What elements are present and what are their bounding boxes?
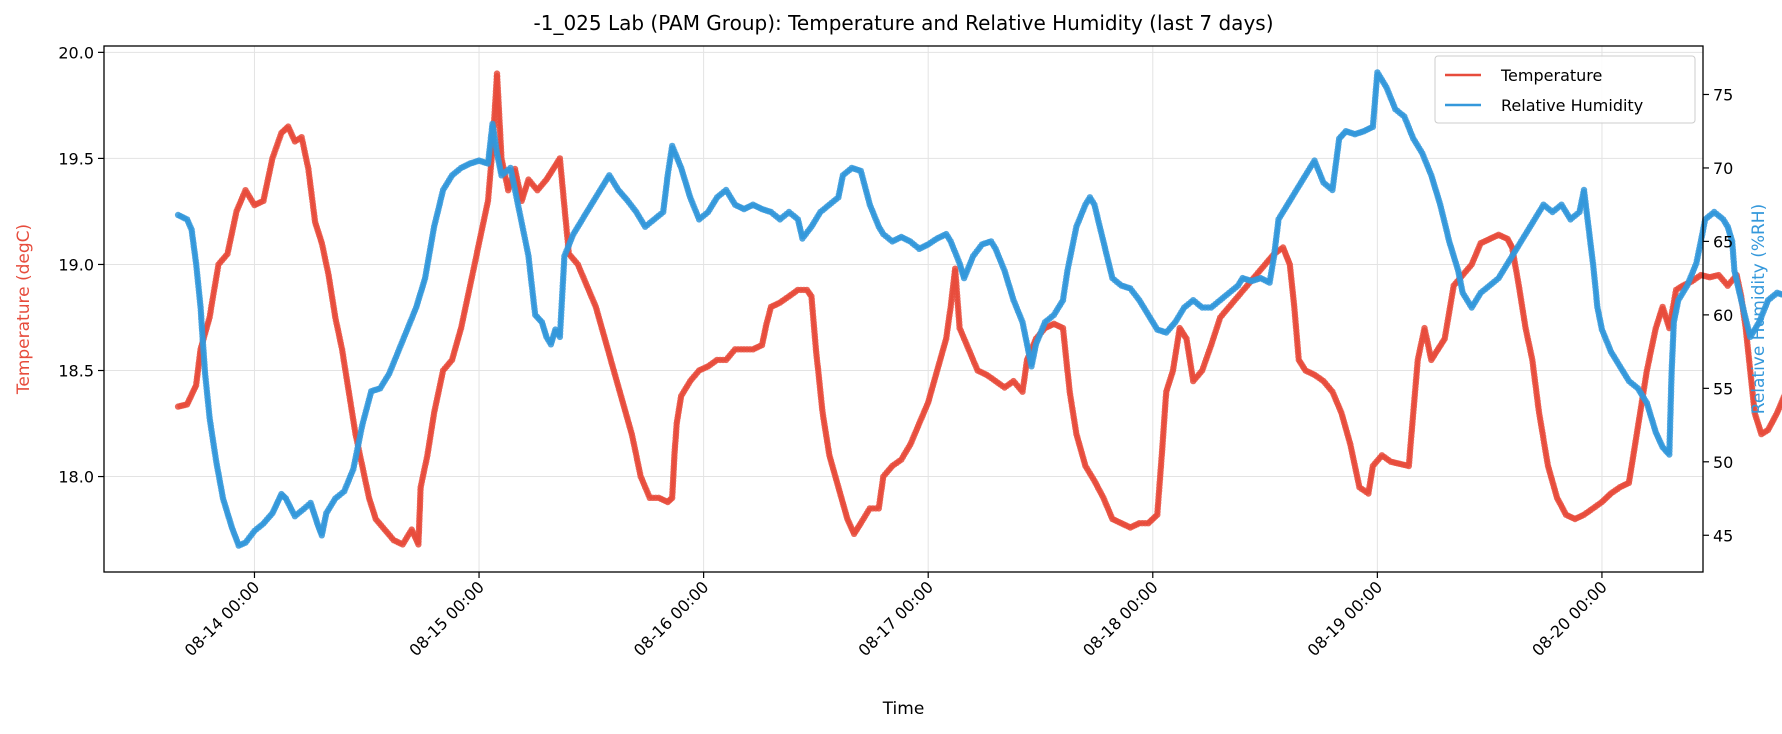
series-layer (174, 69, 1782, 549)
y-right-tick-label: 50 (1713, 453, 1733, 472)
legend-label-relative-humidity: Relative Humidity (1501, 96, 1643, 115)
series-temperature (174, 70, 1782, 548)
y-right-tick-label: 55 (1713, 379, 1733, 398)
y-left-tick-label: 18.0 (58, 468, 94, 487)
y-right-tick-label: 60 (1713, 306, 1733, 325)
chart-title: -1_025 Lab (PAM Group): Temperature and … (534, 11, 1274, 35)
y-left-tick-label: 19.5 (58, 149, 94, 168)
series-relative-humidity (174, 69, 1782, 549)
y-axis-right: 45 50 55 60 65 70 75 (1703, 85, 1733, 545)
y-right-tick-label: 65 (1713, 232, 1733, 251)
grid-lines (104, 46, 1703, 572)
y-axis-right-title: Relative Humidity (%RH) (1749, 204, 1769, 414)
y-left-tick-label: 18.5 (58, 362, 94, 381)
plot-frame (103, 45, 1704, 573)
y-right-tick-label: 45 (1713, 526, 1733, 545)
legend-box (1434, 55, 1696, 124)
legend: Temperature Relative Humidity (1434, 55, 1696, 124)
y-left-tick-label: 20.0 (58, 43, 94, 62)
y-right-tick-label: 75 (1713, 85, 1733, 104)
legend-label-temperature: Temperature (1500, 66, 1602, 85)
y-left-tick-label: 19.0 (58, 255, 94, 274)
y-axis-left-title: Temperature (degC) (14, 224, 34, 395)
x-axis-title: Time (882, 699, 925, 719)
y-axis-left: 18.0 18.5 19.0 19.5 20.0 (58, 43, 104, 487)
y-right-tick-label: 70 (1713, 159, 1733, 178)
